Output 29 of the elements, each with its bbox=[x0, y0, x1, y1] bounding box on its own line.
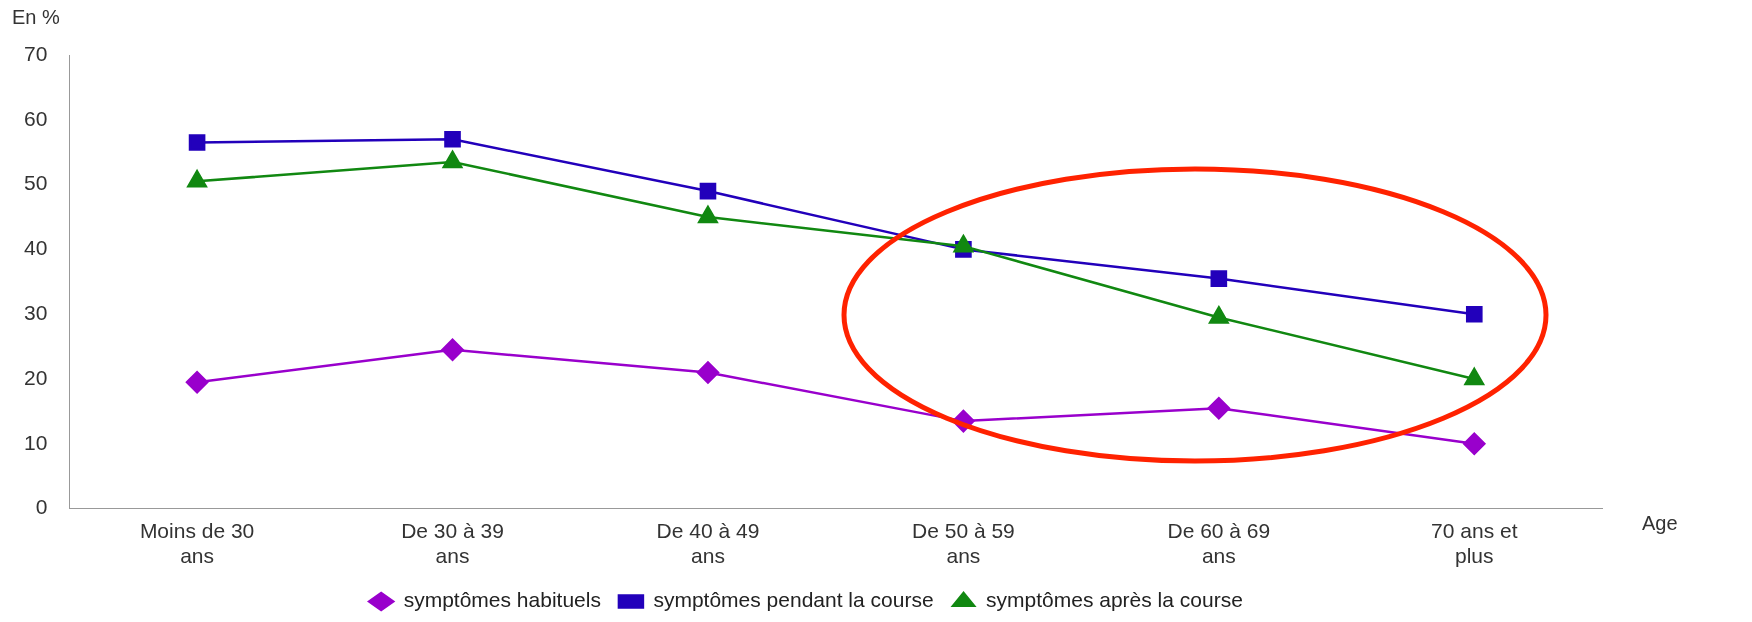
y-tick-label: 0 bbox=[35, 495, 48, 519]
point bbox=[444, 130, 461, 148]
y-tick-label: 20 bbox=[24, 365, 48, 389]
x-tick-label: De 40 à 49 ans bbox=[656, 519, 760, 568]
y-tick-label: 10 bbox=[24, 430, 48, 454]
y-tick-label: 40 bbox=[24, 236, 48, 260]
y-tick-label: 30 bbox=[24, 301, 48, 324]
x-axis-title: Age bbox=[1642, 512, 1678, 535]
y-tick-label: 70 bbox=[24, 41, 48, 65]
legend-label: symptômes pendant la course bbox=[653, 588, 934, 612]
point bbox=[1463, 432, 1486, 456]
x-tick-label: De 30 à 39 ans bbox=[401, 519, 504, 568]
legend-label: symptômes après la course bbox=[986, 588, 1243, 612]
point bbox=[696, 361, 720, 384]
point bbox=[1465, 305, 1483, 323]
point bbox=[1210, 270, 1228, 287]
point bbox=[1207, 396, 1231, 420]
x-tick-label: 70 ans et plus bbox=[1431, 519, 1518, 568]
legend-label: symptômes habituels bbox=[403, 588, 601, 612]
y-tick-label: 60 bbox=[24, 106, 48, 130]
y-axis-title: En % bbox=[12, 5, 61, 28]
x-tick-label: De 50 à 59 ans bbox=[912, 519, 1015, 568]
point bbox=[699, 182, 717, 200]
point bbox=[185, 370, 209, 394]
point bbox=[441, 338, 464, 362]
x-tick-label: Moins de 30 ans bbox=[139, 519, 255, 568]
x-tick-label: De 60 à 69 ans bbox=[1167, 519, 1271, 568]
y-tick-label: 50 bbox=[24, 171, 48, 195]
point bbox=[188, 134, 206, 151]
